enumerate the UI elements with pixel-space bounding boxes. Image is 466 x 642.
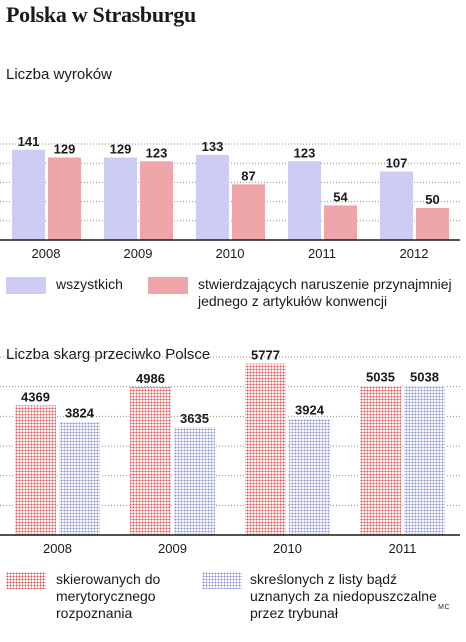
bar-b bbox=[416, 208, 449, 240]
x-tick-label: 2011 bbox=[308, 246, 336, 261]
data-label: 129 bbox=[54, 141, 76, 156]
data-label: 3635 bbox=[180, 411, 209, 426]
data-label: 5038 bbox=[410, 370, 439, 385]
chart-2-title: Liczba skarg przeciwko Polsce bbox=[6, 346, 211, 363]
data-label: 5777 bbox=[251, 348, 280, 363]
data-label: 4986 bbox=[136, 371, 165, 386]
data-label: 3824 bbox=[65, 406, 95, 421]
data-label: 5035 bbox=[366, 370, 395, 385]
bar-b bbox=[174, 427, 215, 535]
legend-2-rejected-label: skreślonych z listy bądź uznanych za nie… bbox=[250, 571, 437, 621]
data-label: 107 bbox=[386, 156, 408, 171]
credit-label: MC bbox=[438, 604, 450, 611]
legend-1-violation-label: stwierdzających naruszenie przynajmniej … bbox=[198, 276, 452, 309]
bar-a bbox=[15, 405, 56, 535]
bar-b bbox=[324, 205, 357, 240]
data-label: 50 bbox=[425, 192, 439, 207]
legend-2-rejected-swatch bbox=[202, 572, 242, 589]
x-tick-label: 2012 bbox=[400, 246, 429, 261]
x-tick-label: 2010 bbox=[273, 541, 302, 556]
x-tick-label: 2009 bbox=[124, 246, 153, 261]
bar-a bbox=[130, 387, 171, 535]
x-tick-label: 2008 bbox=[43, 541, 72, 556]
bar-b bbox=[59, 421, 100, 535]
bar-b bbox=[140, 161, 173, 240]
bar-a bbox=[288, 161, 321, 240]
bar-a bbox=[360, 385, 401, 535]
data-label: 123 bbox=[294, 145, 316, 160]
data-label: 129 bbox=[110, 141, 132, 156]
page-title: Polska w Strasburgu bbox=[6, 2, 196, 27]
x-tick-label: 2011 bbox=[389, 541, 417, 556]
bar-a bbox=[104, 157, 137, 240]
legend-1-all-label: wszystkich bbox=[56, 276, 123, 292]
chart-1-svg: 141 129 2008 129 123 2009 133 87 2010 123 54 2011 10… bbox=[0, 134, 460, 261]
data-label: 141 bbox=[18, 134, 40, 149]
legend-2-submitted-swatch bbox=[6, 572, 46, 589]
bar-b bbox=[232, 184, 265, 240]
legend-1-all-swatch bbox=[6, 277, 46, 294]
bar-b bbox=[48, 157, 81, 240]
chart-1-title: Liczba wyroków bbox=[6, 66, 112, 83]
data-label: 123 bbox=[146, 145, 168, 160]
data-label: 54 bbox=[333, 189, 348, 204]
legend-2-submitted-label: skierowanych do merytorycznego rozpoznan… bbox=[56, 571, 161, 621]
legend-1-violation-swatch bbox=[148, 277, 188, 294]
data-label: 4369 bbox=[21, 389, 50, 404]
bar-a bbox=[245, 363, 286, 535]
bar-b bbox=[404, 385, 445, 535]
bar-a bbox=[196, 154, 229, 240]
x-tick-label: 2009 bbox=[158, 541, 187, 556]
bar-a bbox=[380, 171, 413, 240]
data-label: 133 bbox=[202, 139, 224, 154]
data-label: 3924 bbox=[295, 403, 325, 418]
chart-2-svg: 4369 3824 2008 4986 3635 2009 5777 3924 2010 5035… bbox=[0, 348, 460, 556]
x-tick-label: 2008 bbox=[32, 246, 61, 261]
bar-b bbox=[289, 418, 330, 535]
bar-a bbox=[12, 149, 45, 240]
data-label: 87 bbox=[241, 168, 255, 183]
x-tick-label: 2010 bbox=[216, 246, 245, 261]
